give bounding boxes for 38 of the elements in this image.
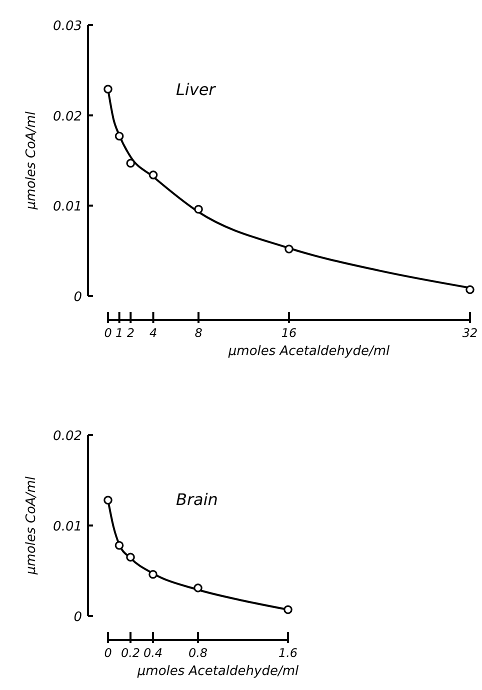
y-axis-title: μmoles CoA/ml [24,111,39,210]
point [194,584,202,592]
point [284,244,294,254]
y-tick-label: 0.03 [53,19,82,34]
point [284,605,292,614]
y-tick-label: 0.02 [53,109,82,124]
point [148,570,158,579]
x-tick-label: 4 [149,326,158,340]
text: Liver [176,80,217,99]
x-tick-label: 8 [194,326,203,340]
x-tick-label: 0.4 [143,646,163,660]
y-tick-label: 0 [74,290,82,305]
y-tick-label: 0.01 [53,200,82,215]
x-tick-label: 0 [104,326,112,340]
point [126,552,135,562]
point [126,158,136,168]
point [466,285,474,294]
x-axis-title: μmoles Acetaldehyde/ml [227,344,390,359]
point [114,541,124,550]
y-axis-title: μmoles CoA/ml [24,476,39,576]
text: Brain [176,490,218,509]
point [104,84,112,94]
y-tick-label: 0 [74,610,82,625]
x-tick-label: 0.2 [120,646,140,660]
point [104,496,112,505]
y-tick-label: 0.02 [53,429,82,444]
x-axis-title: μmoles Acetaldehyde/ml [136,664,299,679]
x-tick-label: 2 [126,326,134,340]
x-tick-label: 16 [281,326,297,340]
y-tick-label: 0.01 [53,520,82,534]
x-tick-label: 0.8 [188,646,208,660]
x-tick-label: 32 [462,326,478,340]
point [194,204,203,214]
point [114,132,124,141]
x-tick-label: 1.6 [278,646,298,660]
x-tick-label: 1 [115,326,124,340]
x-tick-label: 0 [104,646,112,660]
point [148,170,158,180]
